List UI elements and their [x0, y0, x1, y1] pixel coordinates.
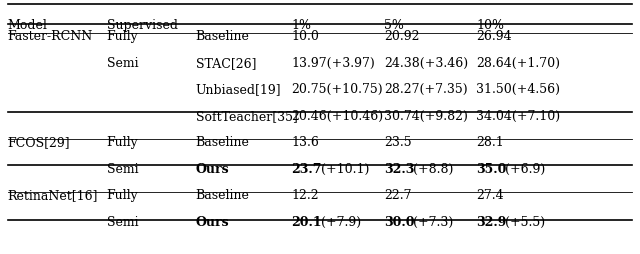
Text: Ours: Ours: [196, 215, 229, 228]
Text: Baseline: Baseline: [196, 188, 250, 201]
Text: Supervised: Supervised: [106, 19, 177, 32]
Text: 28.27(+7.35): 28.27(+7.35): [384, 83, 467, 96]
Text: (+7.3): (+7.3): [413, 215, 453, 228]
Text: RetinaNet[16]: RetinaNet[16]: [8, 188, 99, 201]
Text: 23.7: 23.7: [291, 162, 322, 175]
Text: 30.74(+9.82): 30.74(+9.82): [384, 109, 468, 122]
Text: 35.0: 35.0: [476, 162, 506, 175]
Text: 12.2: 12.2: [291, 188, 319, 201]
Text: Faster-RCNN: Faster-RCNN: [8, 30, 93, 43]
Text: Baseline: Baseline: [196, 30, 250, 43]
Text: 20.1: 20.1: [291, 215, 322, 228]
Text: (+6.9): (+6.9): [506, 162, 546, 175]
Text: 31.50(+4.56): 31.50(+4.56): [476, 83, 560, 96]
Text: Semi: Semi: [106, 215, 138, 228]
Text: 20.92: 20.92: [384, 30, 419, 43]
Text: 10.0: 10.0: [291, 30, 319, 43]
Text: Ours: Ours: [196, 162, 229, 175]
Text: 20.75(+10.75): 20.75(+10.75): [291, 83, 383, 96]
Text: (+8.8): (+8.8): [413, 162, 453, 175]
Text: 5%: 5%: [384, 19, 404, 32]
Text: 23.5: 23.5: [384, 136, 412, 149]
Text: 32.3: 32.3: [384, 162, 414, 175]
Text: Fully: Fully: [106, 188, 138, 201]
Text: (+5.5): (+5.5): [506, 215, 545, 228]
Text: Semi: Semi: [106, 57, 138, 70]
Text: 30.0: 30.0: [384, 215, 414, 228]
Text: Baseline: Baseline: [196, 136, 250, 149]
Text: 13.6: 13.6: [291, 136, 319, 149]
Text: 26.94: 26.94: [476, 30, 512, 43]
Text: (+7.9): (+7.9): [321, 215, 361, 228]
Text: (+10.1): (+10.1): [321, 162, 369, 175]
Text: 10%: 10%: [476, 19, 504, 32]
Text: 28.1: 28.1: [476, 136, 504, 149]
Text: 32.9: 32.9: [476, 215, 506, 228]
Text: Fully: Fully: [106, 136, 138, 149]
Text: 20.46(+10.46): 20.46(+10.46): [291, 109, 383, 122]
Text: 28.64(+1.70): 28.64(+1.70): [476, 57, 560, 70]
Text: 27.4: 27.4: [476, 188, 504, 201]
Text: 24.38(+3.46): 24.38(+3.46): [384, 57, 468, 70]
Text: Unbiased[19]: Unbiased[19]: [196, 83, 282, 96]
Text: Model: Model: [8, 19, 47, 32]
Text: 1%: 1%: [291, 19, 311, 32]
Text: SoftTeacher[35]: SoftTeacher[35]: [196, 109, 298, 122]
Text: 34.04(+7.10): 34.04(+7.10): [476, 109, 560, 122]
Text: FCOS[29]: FCOS[29]: [8, 136, 70, 149]
Text: 13.97(+3.97): 13.97(+3.97): [291, 57, 375, 70]
Text: Semi: Semi: [106, 162, 138, 175]
Text: STAC[26]: STAC[26]: [196, 57, 256, 70]
Text: 22.7: 22.7: [384, 188, 412, 201]
Text: Fully: Fully: [106, 30, 138, 43]
